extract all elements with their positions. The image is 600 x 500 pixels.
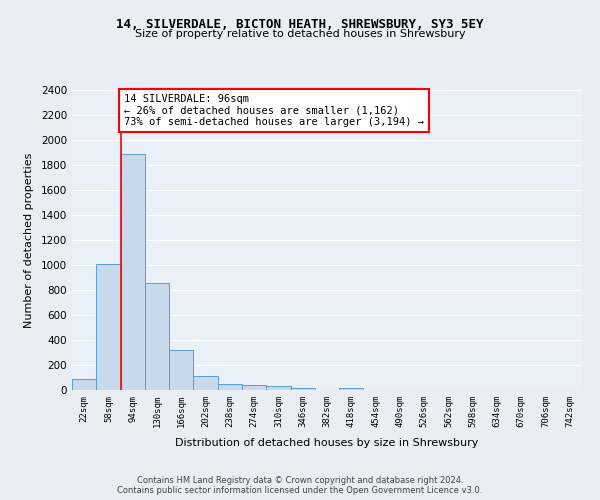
Bar — [339, 388, 364, 390]
Y-axis label: Number of detached properties: Number of detached properties — [24, 152, 34, 328]
Bar — [193, 376, 218, 390]
Bar — [169, 350, 193, 390]
Text: Contains HM Land Registry data © Crown copyright and database right 2024.: Contains HM Land Registry data © Crown c… — [137, 476, 463, 485]
Text: 14 SILVERDALE: 96sqm
← 26% of detached houses are smaller (1,162)
73% of semi-de: 14 SILVERDALE: 96sqm ← 26% of detached h… — [124, 94, 424, 127]
Bar — [242, 385, 266, 390]
Bar — [290, 388, 315, 390]
X-axis label: Distribution of detached houses by size in Shrewsbury: Distribution of detached houses by size … — [175, 438, 479, 448]
Bar — [121, 154, 145, 390]
Bar — [266, 386, 290, 390]
Text: 14, SILVERDALE, BICTON HEATH, SHREWSBURY, SY3 5EY: 14, SILVERDALE, BICTON HEATH, SHREWSBURY… — [116, 18, 484, 30]
Bar — [145, 282, 169, 390]
Bar — [72, 379, 96, 390]
Text: Size of property relative to detached houses in Shrewsbury: Size of property relative to detached ho… — [134, 29, 466, 39]
Bar — [218, 384, 242, 390]
Bar — [96, 264, 121, 390]
Text: Contains public sector information licensed under the Open Government Licence v3: Contains public sector information licen… — [118, 486, 482, 495]
